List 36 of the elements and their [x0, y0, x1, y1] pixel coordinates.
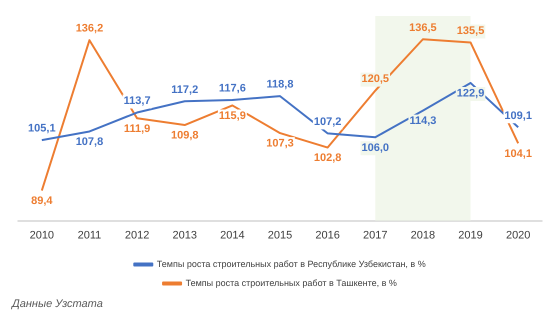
- data-label: 111,9: [124, 122, 150, 135]
- data-label: 89,4: [31, 195, 54, 208]
- x-tick-label: 2014: [220, 229, 245, 242]
- data-label: 117,6: [218, 82, 246, 95]
- x-tick-label: 2010: [30, 229, 54, 242]
- data-label: 107,2: [314, 116, 342, 128]
- data-label: 115,9: [218, 110, 246, 122]
- x-tick-label: 2020: [506, 229, 530, 242]
- data-label: 109,8: [170, 130, 198, 142]
- data-label: 117,2: [171, 84, 198, 96]
- legend-label: Темпы роста строительных работ в Республике Узбекистан, в %: [156, 258, 426, 269]
- x-tick-label: 2018: [410, 229, 436, 242]
- x-tick-label: 2016: [315, 229, 340, 242]
- x-tick-label: 2011: [78, 229, 102, 242]
- data-label: 118,8: [266, 78, 294, 91]
- data-label: 113,7: [124, 95, 151, 108]
- data-label: 122,9: [456, 87, 484, 100]
- data-label: 106,0: [362, 142, 390, 154]
- x-tick-label: 2012: [124, 229, 150, 242]
- x-tick-label: 2017: [363, 229, 388, 242]
- x-tick-label: 2015: [268, 229, 292, 242]
- data-label: 105,1: [28, 122, 56, 135]
- legend-label: Темпы роста строительных работ в Ташкенте, в %: [186, 278, 397, 288]
- x-tick-label: 2019: [458, 229, 483, 242]
- data-label: 107,3: [266, 138, 294, 150]
- data-label: 109,1: [504, 110, 532, 122]
- text: Данные Узстата: [12, 298, 104, 310]
- data-label: 107,8: [76, 136, 104, 148]
- data-label: 135,5: [456, 24, 484, 37]
- data-label: 136,5: [409, 22, 437, 34]
- data-label: 114,3: [409, 115, 436, 128]
- data-label: 136,2: [76, 22, 104, 35]
- data-label: 102,8: [314, 152, 342, 164]
- data-label: 104,1: [504, 148, 532, 160]
- x-tick-label: 2013: [172, 229, 197, 242]
- data-label: 120,5: [362, 73, 390, 86]
